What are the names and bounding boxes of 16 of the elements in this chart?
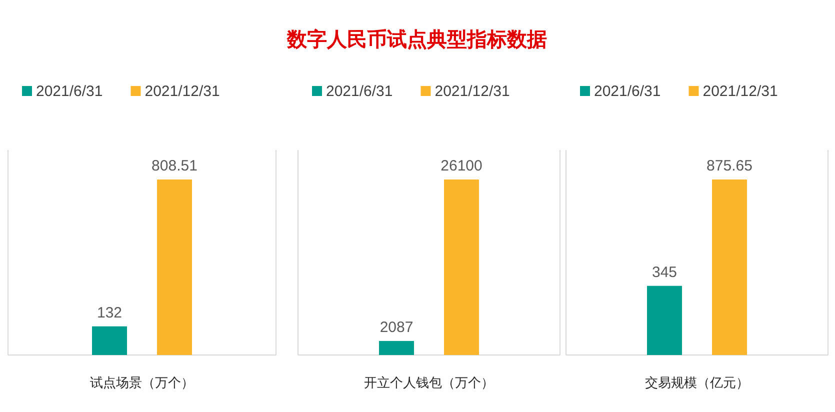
legend-label: 2021/6/31 <box>326 83 393 100</box>
data-label: 875.65 <box>706 158 752 174</box>
legend-label: 2021/12/31 <box>144 83 220 100</box>
legend-label: 2021/12/31 <box>702 83 778 100</box>
x-tick-label: 开立个人钱包（万个） <box>364 375 494 390</box>
legend-label: 2021/6/31 <box>594 83 661 100</box>
data-label: 345 <box>652 264 678 281</box>
data-label: 2087 <box>380 318 414 336</box>
chart-title: 数字人民币试点典型指标数据 <box>286 28 547 51</box>
data-label: 808.51 <box>152 158 198 174</box>
data-label: 132 <box>96 304 122 322</box>
x-tick-label: 交易规模（亿元） <box>645 375 749 390</box>
data-label: 26100 <box>440 158 482 174</box>
x-tick-label: 试点场景（万个） <box>90 375 194 390</box>
legend-label: 2021/12/31 <box>434 83 510 100</box>
legend-label: 2021/6/31 <box>36 83 103 100</box>
